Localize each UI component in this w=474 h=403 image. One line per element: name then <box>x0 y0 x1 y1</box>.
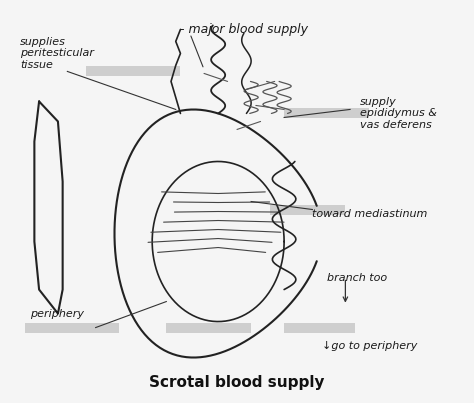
Text: branch too: branch too <box>327 272 387 283</box>
Text: supplies
peritesticular
tissue: supplies peritesticular tissue <box>20 37 94 70</box>
Text: toward mediastinum: toward mediastinum <box>312 208 428 218</box>
Text: ↓go to periphery: ↓go to periphery <box>322 341 417 351</box>
FancyBboxPatch shape <box>284 322 355 332</box>
FancyBboxPatch shape <box>284 108 369 118</box>
FancyBboxPatch shape <box>86 66 181 77</box>
FancyBboxPatch shape <box>25 322 119 332</box>
Text: supply
epididymus &
vas deferens: supply epididymus & vas deferens <box>359 97 437 130</box>
FancyBboxPatch shape <box>270 204 346 214</box>
Text: - major blood supply: - major blood supply <box>181 23 309 36</box>
Text: Scrotal blood supply: Scrotal blood supply <box>149 375 325 390</box>
FancyBboxPatch shape <box>166 322 251 332</box>
Text: periphery: periphery <box>30 309 84 318</box>
